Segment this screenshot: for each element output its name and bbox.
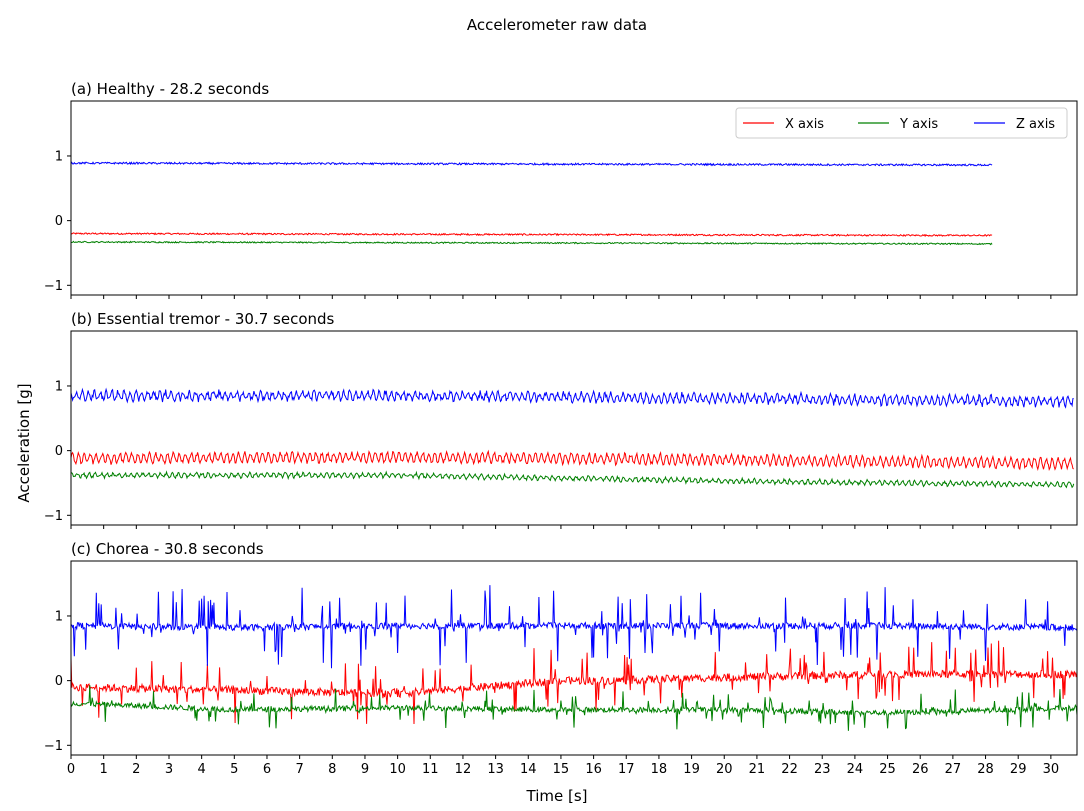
legend-label-y-axis: Y axis [899, 117, 938, 132]
x-tick-label: 15 [553, 762, 570, 777]
y-tick-label: −1 [44, 739, 63, 754]
x-tick-label: 16 [585, 762, 602, 777]
series-line-x-axis [70, 449, 1074, 472]
series-line-y-axis [70, 240, 993, 246]
series-line-y-axis [70, 470, 1075, 489]
x-tick-label: 18 [651, 762, 668, 777]
series-line-x-axis [70, 232, 993, 238]
x-tick-label: 3 [165, 762, 173, 777]
legend: X axis Y axis Z axis [735, 107, 1068, 139]
x-tick-label: 24 [847, 762, 864, 777]
panel-title: (a) Healthy - 28.2 seconds [71, 80, 269, 98]
x-tick-label: 12 [455, 762, 472, 777]
y-tick-label: 1 [55, 149, 63, 164]
x-tick-label: 4 [198, 762, 206, 777]
x-tick-label: 8 [328, 762, 336, 777]
x-tick-label: 19 [683, 762, 700, 777]
legend-box [735, 107, 1068, 139]
x-tick-label: 9 [361, 762, 369, 777]
series-line-z-axis [70, 161, 993, 167]
panel-title: (b) Essential tremor - 30.7 seconds [71, 310, 335, 328]
x-tick-label: 7 [295, 762, 303, 777]
x-tick-label: 10 [389, 762, 406, 777]
y-tick-label: −1 [44, 509, 63, 524]
legend-label-x-axis: X axis [785, 117, 824, 132]
y-tick-label: 1 [55, 609, 63, 624]
x-tick-label: 28 [977, 762, 994, 777]
series-line-z-axis [70, 585, 1078, 669]
x-tick-label: 5 [230, 762, 238, 777]
panel-title: (c) Chorea - 30.8 seconds [71, 540, 264, 558]
x-tick-label: 14 [520, 762, 537, 777]
x-tick-label: 20 [716, 762, 733, 777]
x-tick-label: 1 [100, 762, 108, 777]
series-line-x-axis [70, 640, 1078, 725]
y-tick-label: 0 [55, 674, 63, 689]
y-tick-label: 1 [55, 379, 63, 394]
x-tick-label: 29 [1010, 762, 1027, 777]
x-tick-label: 25 [879, 762, 896, 777]
x-tick-label: 2 [132, 762, 140, 777]
x-tick-label: 6 [263, 762, 271, 777]
x-tick-label: 0 [67, 762, 75, 777]
panel-frame [70, 100, 1078, 296]
x-tick-label: 13 [487, 762, 504, 777]
y-axis-label: Acceleration [g] [15, 383, 33, 502]
x-tick-label: 30 [1043, 762, 1060, 777]
x-tick-label: 23 [814, 762, 831, 777]
panel-1: (b) Essential tremor - 30.7 seconds −1 0 1 [44, 310, 1078, 529]
x-tick-label: 26 [912, 762, 929, 777]
y-tick-label: −1 [44, 279, 63, 294]
x-tick-label: 22 [781, 762, 798, 777]
x-tick-label: 11 [422, 762, 439, 777]
x-tick-label: 17 [618, 762, 635, 777]
x-axis-label: Time [s] [526, 787, 588, 805]
panel-frame [70, 330, 1078, 526]
y-tick-label: 0 [55, 214, 63, 229]
legend-label-z-axis: Z axis [1016, 117, 1055, 132]
x-tick-label: 27 [945, 762, 962, 777]
figure-suptitle: Accelerometer raw data [467, 16, 647, 34]
series-line-y-axis [70, 685, 1078, 731]
y-tick-label: 0 [55, 444, 63, 459]
panel-frame [70, 560, 1078, 756]
x-tick-label: 21 [749, 762, 766, 777]
series-line-z-axis [70, 387, 1074, 409]
panel-0: (a) Healthy - 28.2 seconds −1 0 1 [44, 80, 1078, 299]
